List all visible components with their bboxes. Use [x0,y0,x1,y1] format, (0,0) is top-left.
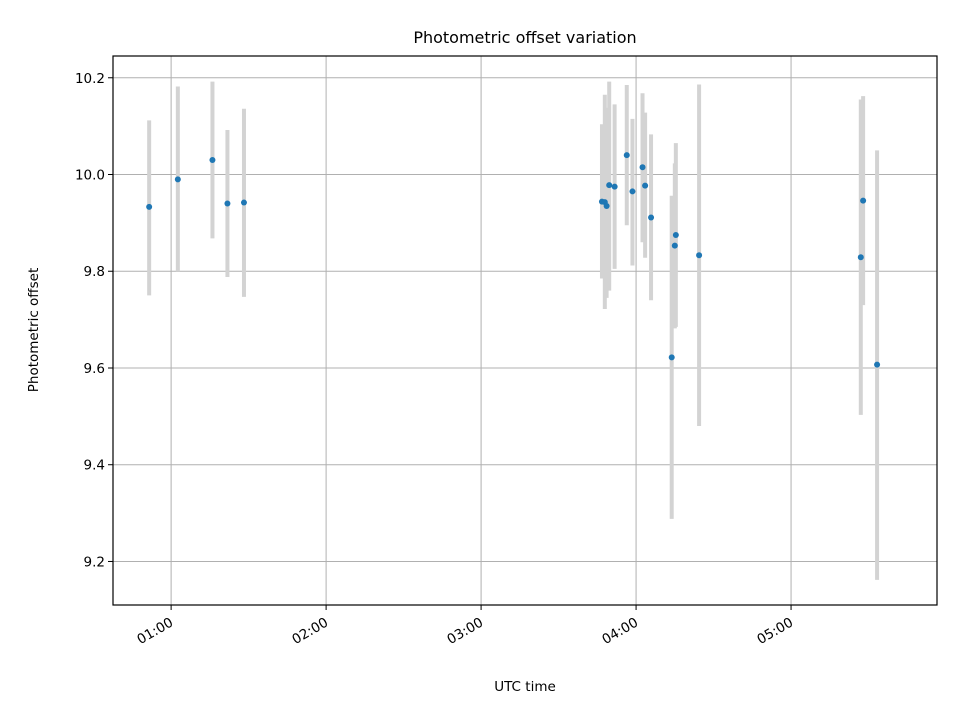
y-ticks: 9.2 9.4 9.6 9.8 10.0 10.2 [75,71,113,570]
y-tick-label: 9.6 [84,361,105,377]
grid-x [170,56,792,605]
x-axis-label: UTC time [494,679,556,695]
data-point [629,188,636,195]
y-tick-label: 10.0 [75,168,105,184]
plot-area [113,56,937,605]
data-point [209,156,216,163]
data-points [146,152,881,368]
y-tick-label: 9.4 [84,458,105,474]
y-tick-label: 9.8 [84,264,105,280]
chart-title: Photometric offset variation [413,28,636,47]
data-point [603,202,610,209]
data-point [860,197,867,204]
y-tick-label: 10.2 [75,71,105,87]
data-point [648,214,655,221]
data-point [672,231,679,238]
axes-frame [112,55,938,606]
data-point [224,200,231,207]
data-point [240,199,247,206]
y-tick-label: 9.2 [84,554,105,570]
data-point [146,203,153,210]
data-point [174,176,181,183]
y-axis-label: Photometric offset [26,268,42,392]
data-point [671,242,678,249]
data-point [857,254,864,261]
grid-y [113,77,937,562]
data-point [874,361,881,368]
data-point [611,183,618,190]
data-point [639,164,646,171]
data-point [623,152,630,159]
data-point [696,252,703,259]
data-point [668,354,675,361]
data-point [606,182,613,189]
data-point [642,182,649,189]
